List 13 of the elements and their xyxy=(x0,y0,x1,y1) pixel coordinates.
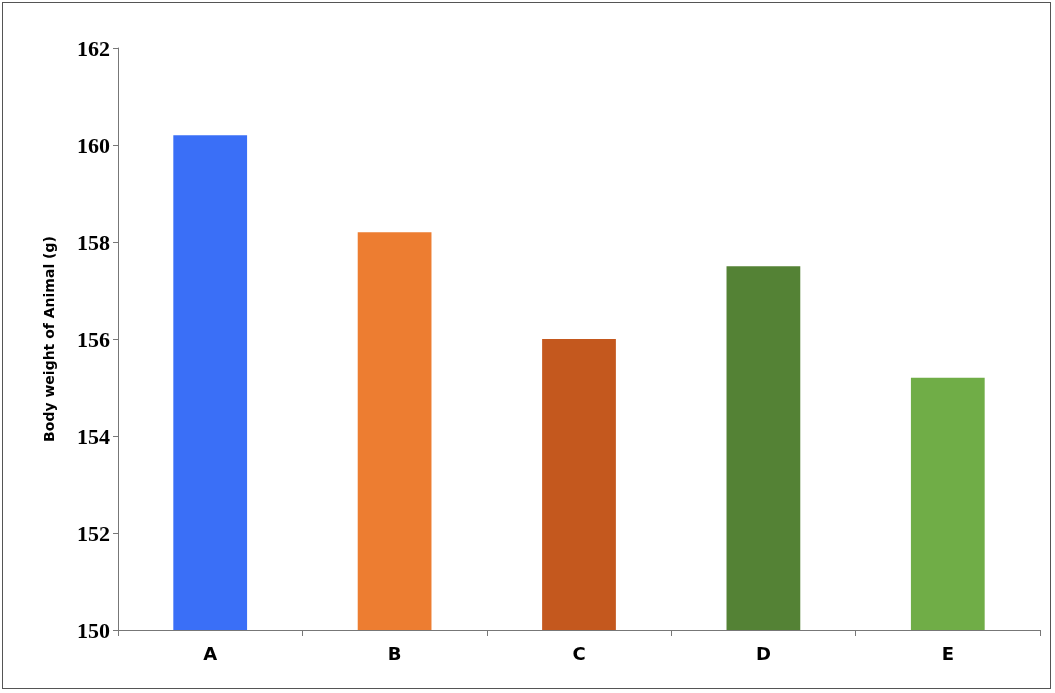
y-tick-label: 156 xyxy=(77,326,110,352)
x-tick-label: E xyxy=(941,642,954,664)
y-axis-title: Body weight of Animal (g) xyxy=(41,236,57,442)
y-tick-label: 154 xyxy=(77,423,110,449)
x-tick-label: B xyxy=(387,642,402,664)
x-tick-label: D xyxy=(755,642,771,664)
y-tick-label: 160 xyxy=(77,132,110,158)
y-tick-label: 150 xyxy=(77,617,110,643)
x-tick-label: C xyxy=(572,642,586,664)
y-tick-label: 158 xyxy=(77,229,110,255)
y-tick-label: 152 xyxy=(77,520,110,546)
y-tick-label: 162 xyxy=(77,35,110,61)
x-tick-label: A xyxy=(203,642,218,664)
